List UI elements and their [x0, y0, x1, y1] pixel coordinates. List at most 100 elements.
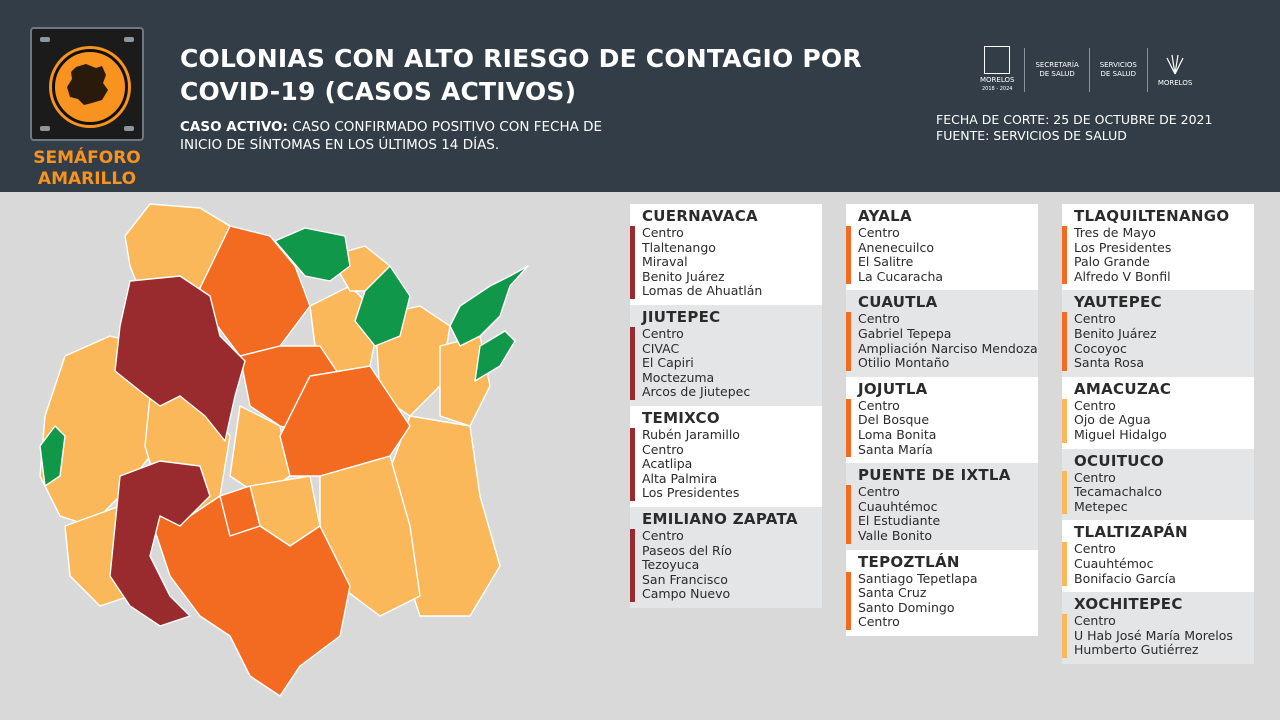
- colonia-item: Centro: [1074, 311, 1116, 327]
- colonia-item: Centro: [858, 311, 900, 327]
- logo-subtext: DE SALUD: [1100, 70, 1137, 78]
- logo-subtext: 2018 - 2024: [982, 86, 1013, 92]
- municipality-block: CUAUTLA Centro Gabriel Tepepa Ampliación Na…: [846, 290, 1038, 377]
- map-region: [279, 365, 411, 477]
- map-region: [219, 485, 261, 537]
- morelos-map-icon: [67, 64, 108, 105]
- colonia-item: Tezoyuca: [642, 557, 700, 573]
- colonia-item: Loma Bonita: [858, 426, 937, 442]
- risk-color-bar: [846, 571, 851, 630]
- colonia-item: Alta Palmira: [642, 470, 718, 486]
- colonia-item: Rubén Jaramillo: [642, 426, 740, 442]
- colonia-item: Cuauhtémoc: [858, 498, 938, 514]
- map-region: [39, 425, 66, 487]
- municipality-name: JIUTEPEC: [642, 307, 721, 326]
- logo-subtext: DE SALUD: [1039, 70, 1075, 78]
- risk-color-bar: [1062, 614, 1067, 658]
- colonia-list: Rubén Jaramillo Centro Acatlipa Alta Palmir…: [642, 426, 822, 501]
- municipality-block: TEMIXCO Rubén Jaramillo Centro Acatlipa Alta…: [630, 405, 822, 507]
- logo-text: MORELOS: [1157, 79, 1193, 87]
- colonia-list: Centro Tlaltenango Miraval Benito Juárez Lom…: [642, 225, 822, 299]
- colonia-item: Otilio Montaño: [858, 355, 950, 371]
- header-banner: SEMÁFORO AMARILLO COLONIAS CON ALTO RIES…: [0, 0, 1280, 192]
- municipality-name: PUENTE DE IXTLA: [858, 466, 1011, 485]
- definition-label: CASO ACTIVO:: [180, 119, 288, 135]
- colonia-list: Centro Paseos del Río Tezoyuca San Francisc…: [642, 527, 822, 602]
- colonia-item: Benito Juárez: [642, 268, 725, 284]
- colonia-list: Centro Benito Juárez Cocoyoc Santa Rosa: [1074, 312, 1254, 370]
- logo-divider: [1024, 48, 1026, 92]
- risk-color-bar: [630, 326, 635, 400]
- logo-servicios-salud: SERVICIOS DE SALUD: [1090, 61, 1147, 79]
- municipality-name: XOCHITEPEC: [1074, 595, 1183, 614]
- colonia-item: Gabriel Tepepa: [858, 325, 952, 341]
- risk-color-bar: [630, 528, 635, 602]
- risk-color-bar: [1062, 398, 1067, 443]
- colonia-item: Bonifacio García: [1074, 570, 1176, 586]
- colonia-item: La Cucaracha: [858, 268, 944, 284]
- municipality-block: AYALA Centro Anenecuilco El Salitre La Cucar…: [846, 204, 1038, 291]
- map-region: [449, 265, 529, 347]
- definition-text-2: INICIO DE SÍNTOMAS EN LOS ÚLTIMOS 14 DÍA…: [180, 137, 500, 153]
- colonia-item: Centro: [642, 527, 684, 543]
- data-source: FUENTE: SERVICIOS DE SALUD: [936, 128, 1127, 143]
- logo-divider: [1146, 48, 1148, 92]
- logo-text: MORELOS: [980, 76, 1015, 84]
- risk-color-bar: [846, 312, 851, 371]
- definition-text-1: CASO CONFIRMADO POSITIVO CON FECHA DE: [287, 119, 603, 135]
- municipality-name: YAUTEPEC: [1074, 293, 1162, 312]
- title-line-1: COLONIAS CON ALTO RIESGO DE CONTAGIO POR: [180, 44, 862, 73]
- colonia-list: Centro Tecamachalco Metepec: [1074, 469, 1254, 515]
- municipality-block: TEPOZTLÁN Santiago Tepetlapa Santa Cruz San…: [846, 549, 1038, 636]
- municipality-name: TLAQUILTENANGO: [1074, 207, 1230, 225]
- municipality-block: JOJUTLA Centro Del Bosque Loma Bonita Santa …: [846, 376, 1038, 464]
- risk-color-bar: [630, 427, 635, 501]
- coat-of-arms-icon: [984, 46, 1011, 74]
- municipality-block: YAUTEPEC Centro Benito Juárez Cocoyoc Santa …: [1062, 290, 1254, 377]
- semaforo-label-text: SEMÁFORO AMARILLO: [33, 148, 141, 189]
- colonia-item: Santa Cruz: [858, 585, 927, 601]
- colonia-item: Santa Rosa: [1074, 355, 1144, 371]
- colonia-item: Paseos del Río: [642, 542, 732, 558]
- municipality-name: CUAUTLA: [858, 293, 938, 312]
- risk-color-bar: [1062, 542, 1067, 587]
- municipality-column-1: CUERNAVACA Centro Tlaltenango Miraval Benito…: [630, 204, 822, 608]
- colonia-list: Centro Cuauhtémoc Bonifacio García: [1074, 542, 1254, 586]
- municipality-block: XOCHITEPEC Centro U Hab José María Morelos…: [1062, 592, 1254, 664]
- municipality-block: TLALTIZAPÁN Centro Cuauhtémoc Bonifacio Gar…: [1062, 520, 1254, 593]
- colonia-item: Centro: [1074, 397, 1116, 413]
- colonia-item: El Estudiante: [858, 513, 941, 529]
- colonia-item: Tlaltenango: [642, 239, 716, 255]
- colonia-item: Centro: [1074, 469, 1116, 485]
- map-region: [114, 275, 246, 442]
- map-region: [354, 265, 411, 347]
- municipality-name: JOJUTLA: [858, 379, 928, 398]
- colonia-item: Santo Domingo: [858, 599, 955, 615]
- colonia-item: Centro: [858, 225, 900, 240]
- colonia-list: Centro Del Bosque Loma Bonita Santa María: [858, 398, 1038, 457]
- municipality-block: OCUITUCO Centro Tecamachalco Metepec: [1062, 448, 1254, 521]
- logo-text: SECRETARÍA: [1035, 61, 1079, 69]
- semaforo-label: SEMÁFORO AMARILLO: [20, 148, 154, 190]
- colonia-list: Tres de Mayo Los Presidentes Palo Grande Al…: [1074, 225, 1254, 284]
- colonia-item: Los Presidentes: [642, 485, 740, 501]
- colonia-item: Centro: [1074, 541, 1116, 557]
- map-region: [274, 227, 351, 282]
- risk-color-bar: [846, 398, 851, 458]
- colonia-item: Palo Grande: [1074, 254, 1150, 270]
- municipality-block: CUERNAVACA Centro Tlaltenango Miraval Benito…: [630, 204, 822, 305]
- morelos-risk-map: [39, 203, 529, 697]
- colonia-list: Santiago Tepetlapa Santa Cruz Santo Doming…: [858, 571, 1038, 630]
- colonia-item: El Salitre: [858, 254, 914, 270]
- risk-color-bar: [1062, 226, 1067, 285]
- colonia-item: Cocoyoc: [1074, 340, 1127, 356]
- colonia-item: Alfredo V Bonfil: [1074, 268, 1171, 284]
- colonia-item: Miguel Hidalgo: [1074, 426, 1167, 442]
- municipality-column-2: AYALA Centro Anenecuilco El Salitre La Cucar…: [846, 204, 1038, 636]
- municipality-block: PUENTE DE IXTLA Centro Cuauhtémoc El Estudi…: [846, 463, 1038, 550]
- colonia-item: Tres de Mayo: [1074, 225, 1156, 240]
- colonia-list: Centro U Hab José María Morelos Humberto G…: [1074, 613, 1254, 658]
- municipality-name: TLALTIZAPÁN: [1074, 523, 1188, 542]
- colonia-item: Ampliación Narciso Mendoza: [858, 340, 1038, 356]
- map-region: [474, 330, 516, 382]
